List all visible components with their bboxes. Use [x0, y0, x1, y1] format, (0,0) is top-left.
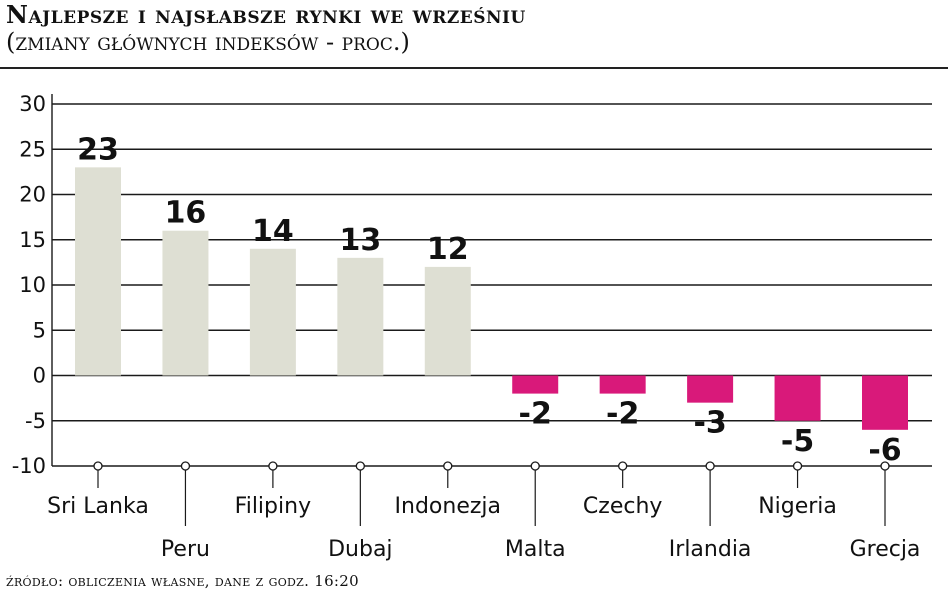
- y-tick-label: 10: [19, 273, 46, 297]
- bar: [599, 375, 646, 394]
- bar: [337, 257, 384, 376]
- bar: [862, 375, 908, 430]
- x-tick-marker: [268, 461, 278, 471]
- data-label: -5: [781, 424, 814, 459]
- data-label: -3: [693, 406, 726, 441]
- chart-subtitle: (zmiany głównych indeksów - proc.): [6, 28, 410, 56]
- bar: [512, 375, 559, 394]
- y-tick-label: 20: [19, 183, 46, 207]
- x-tick-label: Sri Lanka: [47, 494, 149, 519]
- y-tick-label: 15: [19, 228, 46, 252]
- bar: [774, 375, 821, 421]
- data-label: 13: [339, 223, 381, 258]
- x-tick-label: Nigeria: [758, 494, 837, 519]
- bar: [75, 167, 121, 376]
- source-note: źródło: obliczenia własne, dane z godz. …: [6, 572, 359, 590]
- x-tick-marker: [792, 461, 803, 471]
- bar-chart: 30 25 20 15 10 5 0 -5 -10 23 Sri Lanka 16 Peru 14 Fili…: [12, 92, 932, 562]
- x-tick-label: Indonezja: [395, 494, 501, 519]
- y-tick-label: -10: [12, 454, 46, 478]
- chart-title: Najlepsze i najsłabsze rynki we wrześniu: [6, 0, 526, 29]
- data-label: 23: [77, 132, 119, 167]
- x-tick-marker: [93, 461, 103, 471]
- x-tick-marker: [705, 461, 715, 471]
- x-tick-marker: [618, 461, 628, 471]
- x-tick-label: Grecja: [850, 537, 921, 562]
- y-tick-label: 25: [19, 137, 46, 161]
- x-tick-marker: [880, 461, 890, 471]
- x-tick-label: Malta: [505, 537, 566, 562]
- data-label: -2: [519, 397, 552, 432]
- bar: [687, 375, 734, 403]
- bar: [424, 266, 471, 376]
- x-tick-marker: [443, 461, 453, 471]
- x-tick-marker: [530, 461, 540, 471]
- y-tick-label: 0: [33, 364, 46, 388]
- data-label: -2: [606, 397, 639, 432]
- x-tick-label: Irlandia: [669, 537, 752, 562]
- y-tick-label: 30: [19, 92, 46, 116]
- bar: [162, 230, 209, 376]
- x-tick-label: Czechy: [583, 494, 663, 519]
- x-tick-label: Dubaj: [328, 537, 392, 562]
- x-tick-label: Filipiny: [235, 494, 311, 519]
- title-divider: [0, 67, 948, 69]
- data-label: 12: [427, 232, 469, 267]
- data-label: 16: [165, 196, 207, 231]
- x-tick-label: Peru: [161, 537, 210, 562]
- data-label: 14: [252, 214, 294, 249]
- x-tick-marker: [180, 461, 191, 471]
- x-tick-marker: [355, 461, 365, 471]
- y-tick-label: -5: [25, 409, 46, 433]
- bar: [249, 248, 296, 376]
- y-tick-label: 5: [33, 318, 46, 342]
